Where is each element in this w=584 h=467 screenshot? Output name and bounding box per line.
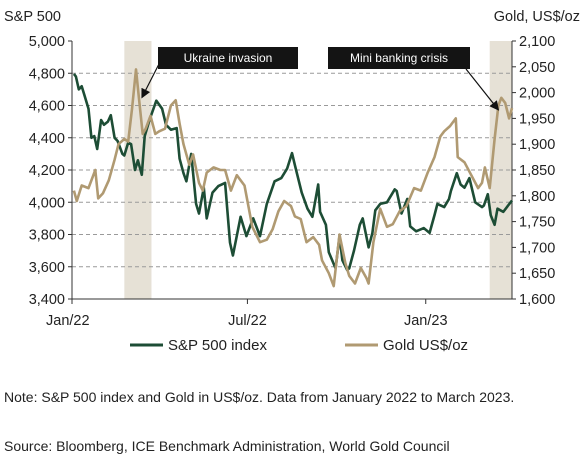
legend-label: S&P 500 index <box>168 337 267 354</box>
left-tick-label: 4,000 <box>29 195 65 211</box>
right-tick-label: 1,900 <box>519 137 555 153</box>
annotation-label: Ukraine invasion <box>184 51 273 65</box>
legend-label: Gold US$/oz <box>383 337 468 354</box>
right-tick-label: 1,750 <box>519 215 555 231</box>
right-tick-label: 1,850 <box>519 163 555 179</box>
right-tick-label: 1,700 <box>519 240 555 256</box>
left-tick-label: 5,000 <box>29 34 65 50</box>
right-tick-label: 2,050 <box>519 60 555 76</box>
left-tick-label: 3,400 <box>29 292 65 308</box>
annotation-box <box>158 47 298 69</box>
x-tick-label: Jul/22 <box>228 313 267 329</box>
right-axis-title: Gold, US$/oz <box>494 9 580 25</box>
right-tick-label: 1,600 <box>519 292 555 308</box>
left-tick-label: 3,800 <box>29 228 65 244</box>
gold-series-line <box>72 68 514 288</box>
sp500-series-line <box>72 73 514 272</box>
chart-note: Note: S&P 500 index and Gold in US$/oz. … <box>4 389 515 405</box>
left-tick-label: 4,200 <box>29 163 65 179</box>
left-tick-label: 4,600 <box>29 99 65 115</box>
right-tick-label: 2,100 <box>519 34 555 50</box>
annotation-label: Mini banking crisis <box>350 51 448 65</box>
x-tick-label: Jan/22 <box>46 313 90 329</box>
right-tick-label: 1,650 <box>519 266 555 282</box>
right-tick-label: 1,800 <box>519 189 555 205</box>
chart-source: Source: Bloomberg, ICE Benchmark Adminis… <box>4 438 450 454</box>
left-tick-label: 3,600 <box>29 260 65 276</box>
annotation-arrow <box>465 68 500 111</box>
left-tick-label: 4,800 <box>29 66 65 82</box>
left-axis-title: S&P 500 <box>4 9 61 25</box>
x-tick-label: Jan/23 <box>404 313 448 329</box>
dual-axis-line-chart: 3,400 3,600 3,800 4,000 4,200 4,400 4,600 4,800… <box>4 9 580 354</box>
left-tick-label: 4,400 <box>29 131 65 147</box>
annotation-arrow <box>141 61 161 99</box>
annotation-box <box>328 47 470 69</box>
right-tick-label: 2,000 <box>519 86 555 102</box>
right-tick-label: 1,950 <box>519 111 555 127</box>
